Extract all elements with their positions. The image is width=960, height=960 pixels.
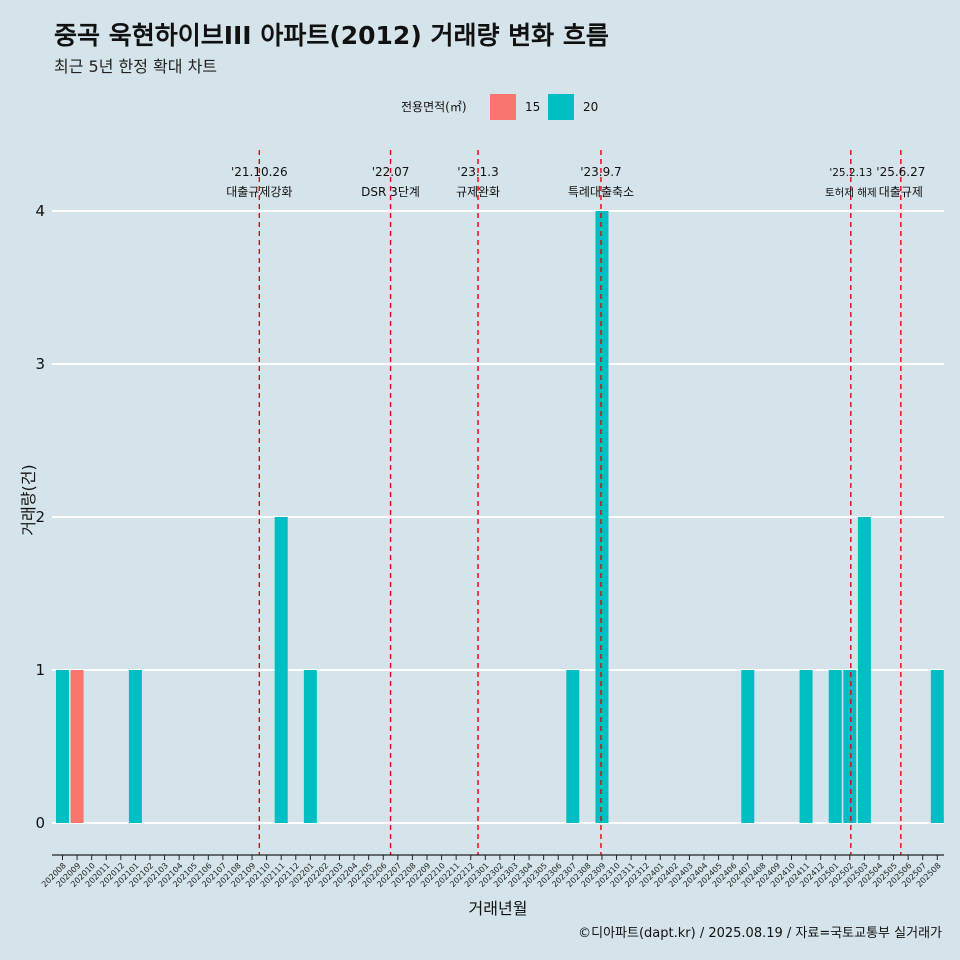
bar-20-202501 xyxy=(828,670,842,823)
chart-subtitle: 최근 5년 한정 확대 차트 xyxy=(54,57,218,76)
y-tick-label: 1 xyxy=(35,661,45,679)
event-label: 토허제 해제 xyxy=(825,186,877,199)
event-date: '23.1.3 xyxy=(457,165,498,179)
y-tick-label: 2 xyxy=(35,508,45,526)
x-axis-title: 거래년월 xyxy=(469,899,528,918)
bar-20-202309 xyxy=(595,211,609,823)
y-tick-label: 0 xyxy=(35,814,45,832)
bar-20-202008 xyxy=(56,670,69,823)
event-label: DSR 3단계 xyxy=(361,185,420,199)
event-date: '22.07 xyxy=(372,165,410,179)
bar-20-202111 xyxy=(274,517,288,823)
event-lines: '21.10.26 대출규제강화 '22.07 DSR 3단계 '23.1.3 규제완화 '… xyxy=(226,150,925,855)
y-tick-label: 4 xyxy=(35,202,45,220)
legend-label-15: 15 xyxy=(525,100,540,114)
x-axis: 2020082020092020102020112020122021012021… xyxy=(40,854,944,889)
source-caption: ©디아파트(dapt.kr) / 2025.08.19 / 자료=국토교통부 실… xyxy=(578,926,942,941)
gridlines xyxy=(52,210,944,824)
y-axis: 0 1 2 3 4 xyxy=(35,202,45,832)
event-date: '25.2.13 xyxy=(829,167,872,179)
event-date: '25.6.27 xyxy=(876,165,925,179)
bars xyxy=(56,211,944,823)
event-label: 대출규제 xyxy=(879,185,923,199)
legend-label-20: 20 xyxy=(583,100,598,114)
legend-swatch-20 xyxy=(548,94,574,120)
y-axis-title: 거래량(건) xyxy=(19,464,38,535)
event-date: '21.10.26 xyxy=(231,165,288,179)
legend: 전용면적(㎡) 15 20 xyxy=(401,94,598,120)
chart-title: 중곡 욱현하이브III 아파트(2012) 거래량 변화 흐름 xyxy=(54,21,609,50)
bar-20-202411 xyxy=(799,670,813,823)
legend-title: 전용면적(㎡) xyxy=(401,100,467,114)
bar-15-202009 xyxy=(70,670,84,823)
bar-20-202502 xyxy=(843,670,857,823)
legend-swatch-15 xyxy=(490,94,516,120)
event-label: 특례대출축소 xyxy=(568,185,634,199)
bar-20-202407 xyxy=(741,670,755,823)
bar-20-202503 xyxy=(857,517,871,823)
bar-20-202201 xyxy=(303,670,317,823)
event-label: 대출규제강화 xyxy=(226,185,292,199)
event-date: '23.9.7 xyxy=(580,165,621,179)
y-tick-label: 3 xyxy=(35,355,45,373)
event-label: 규제완화 xyxy=(456,185,500,199)
bar-20-202307 xyxy=(566,670,580,823)
bar-20-202101 xyxy=(128,670,142,823)
bar-20-202508 xyxy=(930,670,944,823)
